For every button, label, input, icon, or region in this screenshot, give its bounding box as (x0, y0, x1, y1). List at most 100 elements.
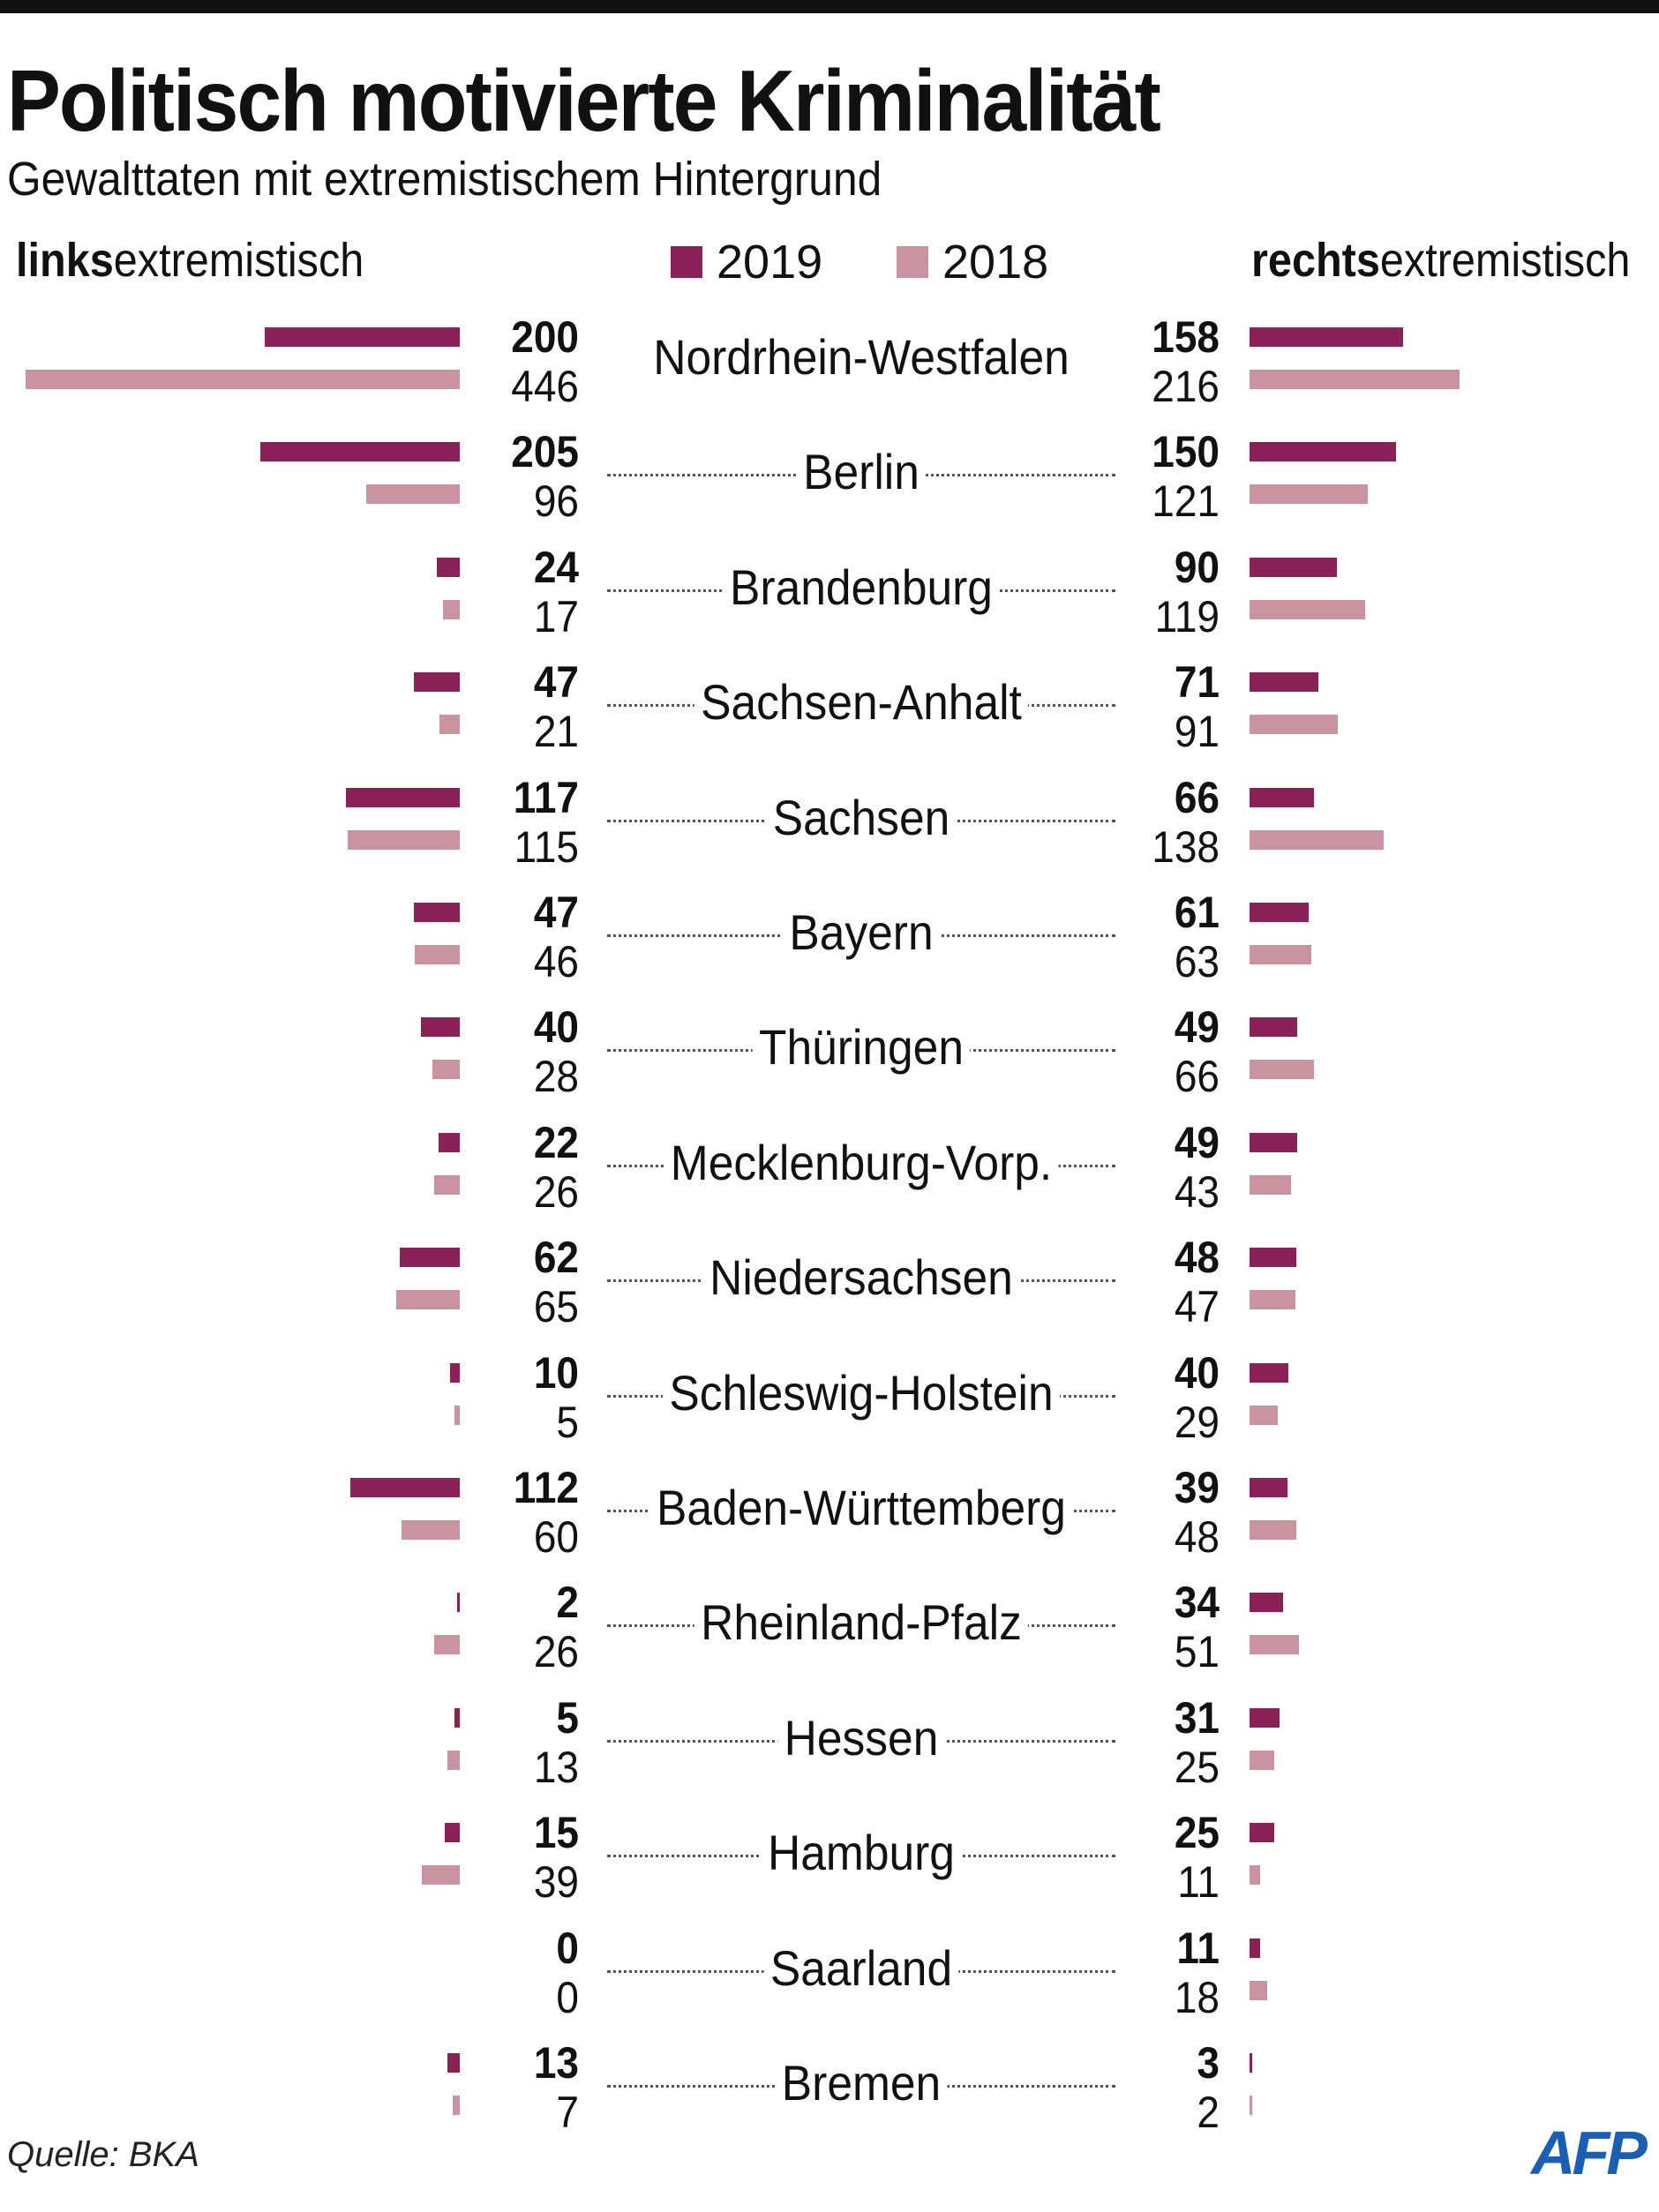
value-right-2018: 25 (1174, 1742, 1220, 1792)
value-right-2018: 18 (1174, 1972, 1220, 2022)
bar-left-2019 (265, 327, 460, 347)
bar-left-2019 (445, 1823, 460, 1843)
value-left-2018: 115 (514, 821, 579, 872)
value-left-2018: 26 (533, 1627, 579, 1677)
bar-left-2018 (432, 1060, 460, 1080)
category-label: Hessen (777, 1709, 945, 1766)
value-right-2018: 63 (1174, 937, 1220, 986)
bar-right-2018 (1250, 599, 1366, 619)
category-label: Saarland (763, 1939, 959, 1997)
bar-left-2018 (443, 599, 460, 619)
bar-right-2019 (1250, 2053, 1253, 2073)
value-right-2019: 3 (1197, 2038, 1220, 2088)
value-right-2018: 51 (1174, 1627, 1220, 1677)
bar-right-2018 (1250, 1980, 1267, 2000)
value-left-2018: 65 (533, 1282, 579, 1332)
bar-left-2018 (434, 1174, 460, 1195)
bar-right-2019 (1250, 1823, 1274, 1843)
value-left-2019: 40 (533, 1002, 579, 1053)
bar-right-2018 (1250, 945, 1311, 964)
right-label-bold: rechts (1251, 234, 1380, 287)
value-right-2018: 138 (1152, 821, 1220, 872)
value-right-2018: 48 (1174, 1512, 1220, 1562)
value-right-2019: 31 (1174, 1692, 1220, 1743)
value-right-2018: 121 (1152, 476, 1220, 527)
value-left-2019: 47 (533, 657, 579, 708)
bar-right-2018 (1250, 370, 1460, 389)
bar-right-2019 (1250, 672, 1319, 693)
category-label: Schleswig-Holstein (663, 1364, 1060, 1421)
bar-left-2018 (348, 829, 460, 850)
value-right-2019: 25 (1174, 1808, 1220, 1858)
category-label: Niedersachsen (702, 1249, 1020, 1307)
value-left-2018: 7 (556, 2088, 579, 2137)
value-right-2018: 66 (1174, 1052, 1220, 1102)
chart-subtitle: Gewalttaten mit extremistischem Hintergr… (7, 153, 882, 206)
bar-right-2018 (1250, 1405, 1279, 1425)
bar-left-2018 (447, 1750, 460, 1770)
value-right-2019: 66 (1174, 772, 1220, 822)
bar-right-2018 (1250, 484, 1368, 505)
value-left-2019: 47 (533, 888, 579, 937)
bar-left-2018 (421, 1865, 460, 1886)
value-right-2019: 49 (1174, 1117, 1220, 1167)
value-left-2018: 17 (533, 591, 579, 641)
value-right-2019: 48 (1174, 1233, 1220, 1283)
value-right-2018: 216 (1152, 362, 1220, 411)
category-label: Thüringen (752, 1019, 971, 1076)
value-left-2018: 60 (533, 1512, 579, 1562)
legend-swatch-2019 (671, 246, 702, 278)
top-bar (0, 0, 1659, 13)
value-left-2018: 21 (533, 707, 579, 757)
value-left-2019: 22 (533, 1117, 579, 1167)
value-left-2018: 5 (556, 1397, 579, 1447)
right-label-rest: extremistisch (1379, 234, 1631, 287)
bar-right-2019 (1250, 1132, 1298, 1152)
category-label: Hamburg (761, 1825, 962, 1882)
bar-left-2019 (345, 787, 460, 807)
bar-right-2018 (1250, 829, 1385, 850)
value-right-2019: 34 (1174, 1578, 1220, 1628)
value-left-2018: 0 (556, 1972, 579, 2022)
value-right-2018: 2 (1197, 2088, 1220, 2137)
value-right-2018: 119 (1154, 591, 1220, 641)
legend-label: 2018 (942, 236, 1049, 289)
value-left-2019: 15 (533, 1808, 579, 1858)
bar-right-2018 (1250, 1635, 1300, 1655)
bar-right-2019 (1250, 1707, 1280, 1728)
value-left-2018: 96 (533, 476, 579, 527)
bar-left-2018 (453, 2096, 460, 2115)
bar-right-2019 (1250, 327, 1404, 347)
value-right-2018: 29 (1174, 1397, 1220, 1447)
value-right-2019: 49 (1174, 1002, 1220, 1053)
bar-left-2019 (350, 1478, 460, 1497)
bar-left-2018 (366, 484, 460, 505)
value-right-2018: 47 (1174, 1282, 1220, 1332)
value-left-2019: 200 (511, 312, 579, 362)
bar-right-2018 (1250, 1750, 1274, 1770)
bar-right-2018 (1250, 1865, 1261, 1886)
left-label-rest: extremistisch (113, 234, 364, 287)
value-left-2018: 446 (511, 362, 579, 411)
bar-left-2019 (454, 1707, 460, 1728)
bar-right-2019 (1250, 442, 1396, 462)
bar-right-2018 (1250, 1290, 1295, 1310)
bar-left-2018 (401, 1520, 460, 1540)
value-left-2018: 13 (533, 1742, 579, 1792)
bar-right-2018 (1250, 1174, 1292, 1195)
legend-2018: 2018 (897, 235, 1048, 289)
legend-2019: 2019 (671, 235, 822, 289)
category-label: Sachsen (766, 789, 957, 846)
value-right-2019: 150 (1152, 427, 1220, 477)
bar-right-2018 (1250, 715, 1339, 735)
category-label: Mecklenburg-Vorp. (664, 1134, 1059, 1191)
category-label: Nordrhein-Westfalen (646, 329, 1077, 386)
value-left-2018: 46 (533, 937, 579, 986)
value-left-2019: 205 (511, 427, 579, 477)
value-left-2019: 0 (556, 1923, 579, 1973)
afp-logo: AFP (1531, 2118, 1648, 2187)
value-left-2019: 62 (533, 1233, 579, 1283)
category-label: Brandenburg (723, 559, 1000, 616)
bar-left-2018 (439, 715, 460, 735)
bar-left-2018 (396, 1290, 460, 1310)
